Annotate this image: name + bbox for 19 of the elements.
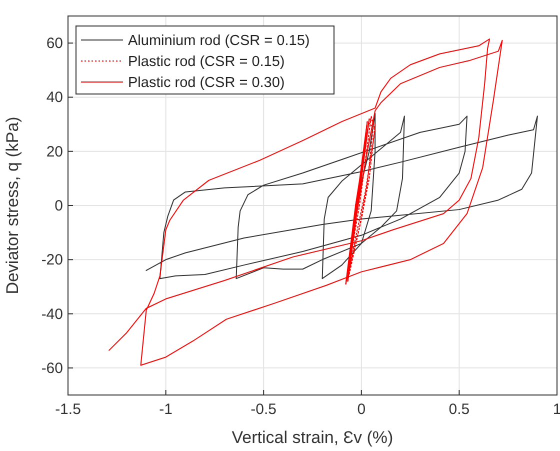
line-series [146,112,538,280]
y-axis-title: Deviator stress, q (kPa) [3,116,22,294]
x-tick-label: 1 [552,401,560,418]
x-tick-label: -1 [159,401,172,418]
x-tick-label: 0 [357,401,366,418]
y-tick-label: 40 [46,89,63,106]
y-tick-label: 20 [46,143,63,160]
x-tick-label: 0.5 [448,401,470,418]
x-tick-label: -1.5 [55,401,81,418]
legend-label: Aluminium rod (CSR = 0.15) [128,33,310,49]
legend-label: Plastic rod (CSR = 0.15) [128,54,285,70]
y-tick-label: -40 [41,306,63,323]
y-tick-label: 0 [54,198,63,214]
y-tick-label: -20 [41,252,63,269]
legend-label: Plastic rod (CSR = 0.30) [128,75,285,91]
x-axis-title: Vertical strain, Ɛv (%) [232,428,394,447]
y-tick-label: -60 [41,360,63,377]
x-tick-label: -0.5 [250,401,277,418]
y-tick-label: 60 [46,35,63,52]
